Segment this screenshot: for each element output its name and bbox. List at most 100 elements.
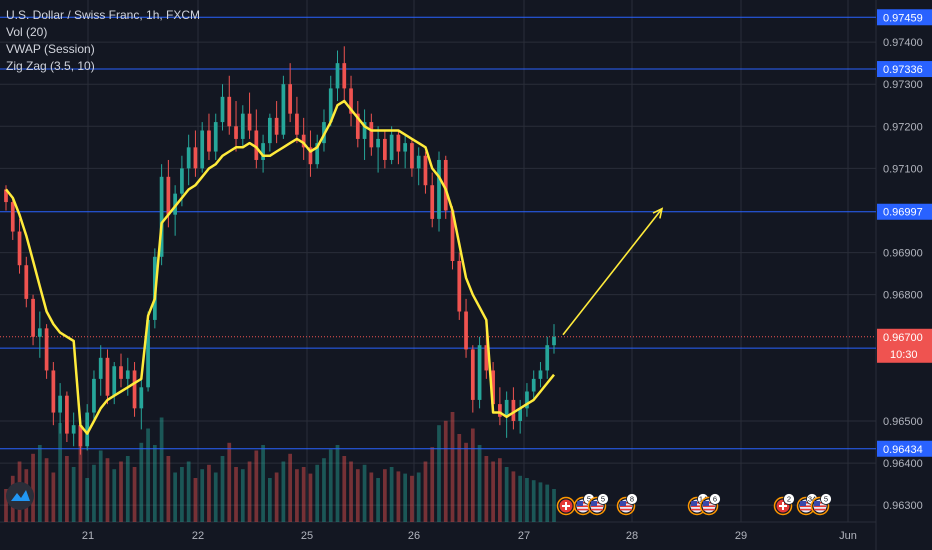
event-count-badge <box>626 493 638 505</box>
us-flag-stripe <box>591 508 603 511</box>
volume-bar <box>37 445 42 522</box>
candle-body <box>470 349 475 400</box>
price-tick-label: 0.96300 <box>883 500 923 512</box>
candle-body <box>247 113 252 131</box>
price-line-tag[interactable] <box>877 9 932 26</box>
time-axis[interactable]: 21 22 25 26 27 28 29 Jun <box>6 482 857 542</box>
us-flag-stripe <box>691 508 703 511</box>
time-tick-label: 22 <box>192 530 204 542</box>
candle-body <box>98 357 103 379</box>
symbol-title[interactable]: U.S. Dollar / Swiss Franc, 1h, FXCM <box>6 8 201 22</box>
volume-bar <box>92 464 96 522</box>
volume-bar <box>31 453 35 522</box>
candle-body <box>315 143 320 165</box>
price-tick-label: 0.96900 <box>883 248 923 260</box>
logo-circle <box>6 482 34 510</box>
price-line-tag[interactable] <box>877 440 932 457</box>
volume-bar <box>247 461 252 522</box>
candle-body <box>71 425 76 434</box>
us-flag-stripe <box>577 508 589 511</box>
us-flag-stripe <box>800 505 812 507</box>
event-count-badge <box>820 493 832 505</box>
candle-body <box>301 134 306 148</box>
indicator-volume-label[interactable]: Vol (20) <box>6 25 48 39</box>
candle-body <box>166 176 171 215</box>
event-marker[interactable]: 6 <box>699 493 721 516</box>
candle-body <box>213 122 218 152</box>
volume-bar <box>240 469 245 522</box>
indicator-vwap-label[interactable]: VWAP (Session) <box>6 42 95 56</box>
volume-bar <box>295 469 299 522</box>
event-count-text: 8 <box>630 495 634 504</box>
volume-bar <box>261 445 265 522</box>
candle-body <box>457 261 462 312</box>
us-flag-stripe <box>620 508 632 511</box>
volume-bar <box>518 475 523 522</box>
candle-body <box>240 113 245 139</box>
candle-body <box>180 168 184 194</box>
volume-bar <box>44 458 49 522</box>
indicator-zigzag-label[interactable]: Zig Zag (3.5, 10) <box>6 59 95 73</box>
arrow-shaft[interactable] <box>562 208 663 336</box>
volume-bar <box>166 456 171 522</box>
volume-bar <box>125 456 130 522</box>
candle-body <box>17 231 22 266</box>
volume-bar <box>389 467 394 522</box>
volume-bar <box>511 471 516 522</box>
time-tick-label: 27 <box>518 530 530 542</box>
event-count-badge <box>783 493 795 505</box>
volume-bar <box>220 456 225 522</box>
volume-bar <box>254 450 259 522</box>
event-marker[interactable]: 8 <box>616 493 638 516</box>
volume-bar <box>416 472 421 522</box>
us-flag-stripe <box>577 505 589 507</box>
candle-body <box>308 147 313 165</box>
price-line-tag[interactable] <box>877 61 932 78</box>
candle-body <box>227 96 232 127</box>
time-tick-label: Jun <box>839 530 857 542</box>
price-tick-label: 0.97100 <box>883 163 923 175</box>
candle-body <box>51 370 56 413</box>
candle-body <box>504 399 509 417</box>
candle-body <box>342 63 347 89</box>
volume-bar <box>159 417 164 522</box>
event-marker[interactable] <box>556 496 576 516</box>
volume-bar <box>504 467 509 522</box>
tradingview-logo[interactable] <box>6 482 34 510</box>
candle-body <box>464 311 468 350</box>
volume-bar <box>71 467 76 522</box>
volume-bar <box>369 472 374 522</box>
candle-body <box>146 319 150 388</box>
event-marker[interactable]: 5 <box>573 493 595 516</box>
candle-body <box>355 113 360 139</box>
price-axis[interactable]: 0.97400 0.97300 0.97200 0.97100 0.96900 0.968… <box>877 9 932 512</box>
event-marker[interactable]: 2 <box>773 493 795 516</box>
candle-body <box>10 202 15 232</box>
us-flag-stripe <box>800 508 812 511</box>
us-flag-canton <box>800 501 806 506</box>
candle-body <box>410 143 414 169</box>
volume-bar <box>396 471 401 522</box>
candle-body <box>383 138 387 160</box>
candle-body <box>552 336 556 346</box>
event-marker[interactable]: 34 <box>796 493 818 516</box>
cloud-chart-icon <box>11 490 30 501</box>
swiss-cross-h <box>779 505 787 507</box>
arrow-head <box>652 207 664 219</box>
volume-bar <box>423 461 428 522</box>
volume-bar <box>308 473 313 522</box>
volume-bar <box>410 475 414 522</box>
event-marker[interactable]: 5 <box>587 493 609 516</box>
volume-bar <box>301 467 306 522</box>
price-line-tag[interactable] <box>877 203 932 220</box>
volume-bar <box>349 461 353 522</box>
current-price-tag[interactable] <box>877 328 932 363</box>
event-marker[interactable]: 5 <box>810 493 832 516</box>
price-tick-label: 0.96800 <box>883 290 923 302</box>
volume-bar <box>491 461 495 522</box>
us-flag-stripe <box>703 505 715 507</box>
candle-body <box>511 399 516 421</box>
volume-bar <box>328 449 333 522</box>
volume-bar <box>322 458 326 522</box>
